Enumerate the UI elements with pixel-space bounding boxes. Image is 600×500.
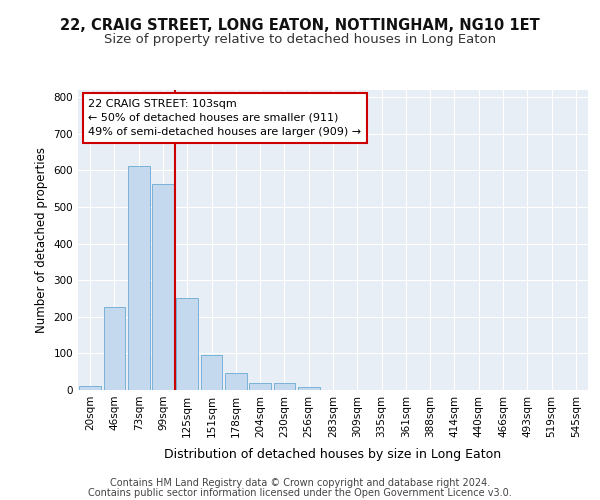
Bar [176, 298, 198, 390]
Bar [152, 184, 174, 390]
Bar [104, 306, 125, 390]
Bar [274, 382, 295, 390]
Text: Contains HM Land Registry data © Crown copyright and database right 2024.: Contains HM Land Registry data © Crown c… [110, 478, 490, 488]
Text: 22 CRAIG STREET: 103sqm
← 50% of detached houses are smaller (911)
49% of semi-d: 22 CRAIG STREET: 103sqm ← 50% of detache… [88, 99, 361, 137]
Text: Contains public sector information licensed under the Open Government Licence v3: Contains public sector information licen… [88, 488, 512, 498]
Text: Size of property relative to detached houses in Long Eaton: Size of property relative to detached ho… [104, 32, 496, 46]
Bar [249, 382, 271, 390]
Bar [298, 387, 320, 390]
Bar [128, 166, 149, 390]
X-axis label: Distribution of detached houses by size in Long Eaton: Distribution of detached houses by size … [164, 448, 502, 461]
Bar [225, 373, 247, 390]
Text: 22, CRAIG STREET, LONG EATON, NOTTINGHAM, NG10 1ET: 22, CRAIG STREET, LONG EATON, NOTTINGHAM… [60, 18, 540, 32]
Y-axis label: Number of detached properties: Number of detached properties [35, 147, 48, 333]
Bar [200, 355, 223, 390]
Bar [79, 386, 101, 390]
